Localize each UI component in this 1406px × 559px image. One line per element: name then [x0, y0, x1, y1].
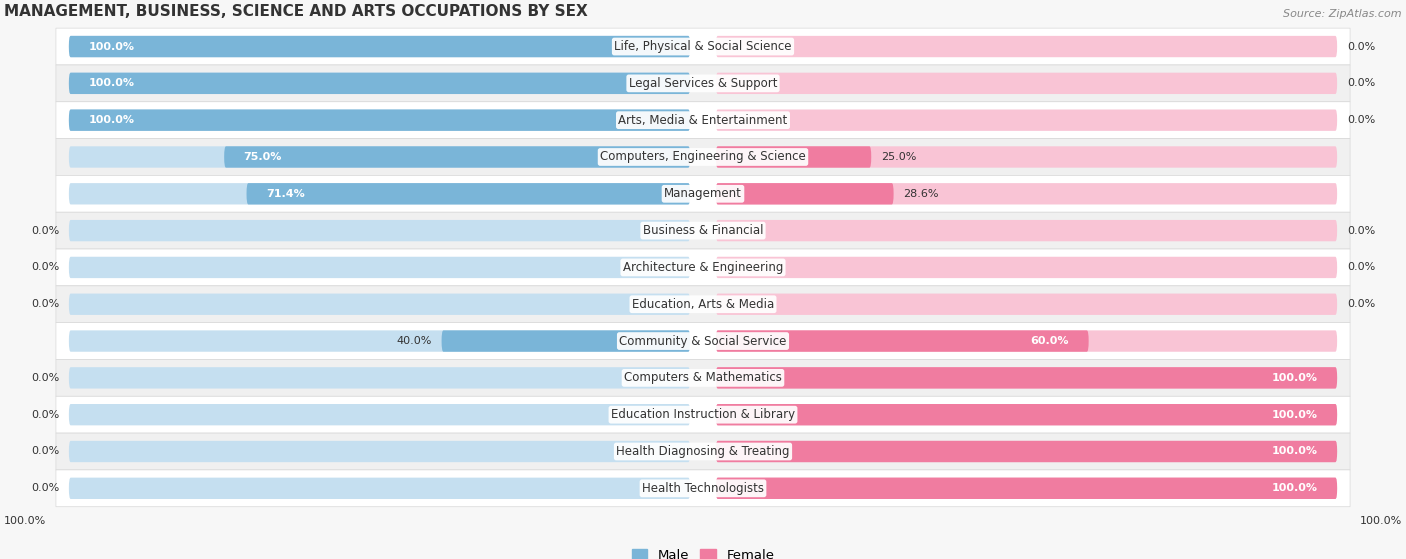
Text: 100.0%: 100.0%: [89, 115, 135, 125]
FancyBboxPatch shape: [716, 477, 1337, 499]
FancyBboxPatch shape: [69, 146, 690, 168]
FancyBboxPatch shape: [716, 36, 1337, 57]
Text: 60.0%: 60.0%: [1031, 336, 1069, 346]
Text: 100.0%: 100.0%: [89, 78, 135, 88]
FancyBboxPatch shape: [69, 36, 690, 57]
FancyBboxPatch shape: [69, 293, 690, 315]
FancyBboxPatch shape: [441, 330, 690, 352]
FancyBboxPatch shape: [56, 433, 1350, 470]
Text: 100.0%: 100.0%: [1271, 373, 1317, 383]
FancyBboxPatch shape: [69, 220, 690, 241]
FancyBboxPatch shape: [69, 441, 690, 462]
Text: 40.0%: 40.0%: [396, 336, 432, 346]
FancyBboxPatch shape: [716, 441, 1337, 462]
Text: 100.0%: 100.0%: [1271, 484, 1317, 493]
Text: Community & Social Service: Community & Social Service: [619, 334, 787, 348]
Text: 75.0%: 75.0%: [243, 152, 283, 162]
Text: Education, Arts & Media: Education, Arts & Media: [631, 298, 775, 311]
FancyBboxPatch shape: [716, 367, 1337, 389]
FancyBboxPatch shape: [56, 470, 1350, 506]
FancyBboxPatch shape: [716, 220, 1337, 241]
FancyBboxPatch shape: [716, 404, 1337, 425]
FancyBboxPatch shape: [69, 257, 690, 278]
FancyBboxPatch shape: [69, 183, 690, 205]
Text: Education Instruction & Library: Education Instruction & Library: [612, 408, 794, 421]
FancyBboxPatch shape: [716, 183, 1337, 205]
Text: Business & Financial: Business & Financial: [643, 224, 763, 237]
FancyBboxPatch shape: [224, 146, 690, 168]
Text: MANAGEMENT, BUSINESS, SCIENCE AND ARTS OCCUPATIONS BY SEX: MANAGEMENT, BUSINESS, SCIENCE AND ARTS O…: [4, 4, 588, 19]
Text: 100.0%: 100.0%: [4, 516, 46, 526]
Text: 0.0%: 0.0%: [1347, 226, 1375, 235]
FancyBboxPatch shape: [716, 404, 1337, 425]
FancyBboxPatch shape: [69, 367, 690, 389]
FancyBboxPatch shape: [716, 441, 1337, 462]
FancyBboxPatch shape: [56, 249, 1350, 286]
FancyBboxPatch shape: [69, 477, 690, 499]
FancyBboxPatch shape: [56, 359, 1350, 396]
FancyBboxPatch shape: [716, 367, 1337, 389]
FancyBboxPatch shape: [56, 323, 1350, 359]
FancyBboxPatch shape: [716, 183, 894, 205]
Text: Life, Physical & Social Science: Life, Physical & Social Science: [614, 40, 792, 53]
FancyBboxPatch shape: [69, 36, 690, 57]
Text: 28.6%: 28.6%: [903, 189, 939, 199]
FancyBboxPatch shape: [56, 286, 1350, 323]
FancyBboxPatch shape: [716, 146, 1337, 168]
FancyBboxPatch shape: [56, 102, 1350, 139]
Text: 0.0%: 0.0%: [1347, 262, 1375, 272]
Text: Legal Services & Support: Legal Services & Support: [628, 77, 778, 90]
FancyBboxPatch shape: [716, 477, 1337, 499]
FancyBboxPatch shape: [56, 139, 1350, 176]
Text: Source: ZipAtlas.com: Source: ZipAtlas.com: [1284, 9, 1402, 19]
Text: 0.0%: 0.0%: [31, 410, 59, 420]
Text: 0.0%: 0.0%: [31, 484, 59, 493]
Text: 0.0%: 0.0%: [1347, 115, 1375, 125]
FancyBboxPatch shape: [716, 293, 1337, 315]
FancyBboxPatch shape: [716, 330, 1337, 352]
FancyBboxPatch shape: [56, 176, 1350, 212]
Text: 0.0%: 0.0%: [31, 299, 59, 309]
FancyBboxPatch shape: [246, 183, 690, 205]
Text: 100.0%: 100.0%: [1360, 516, 1402, 526]
Text: 0.0%: 0.0%: [31, 226, 59, 235]
Text: Arts, Media & Entertainment: Arts, Media & Entertainment: [619, 113, 787, 127]
FancyBboxPatch shape: [69, 330, 690, 352]
Text: 100.0%: 100.0%: [1271, 447, 1317, 457]
Text: 0.0%: 0.0%: [31, 373, 59, 383]
FancyBboxPatch shape: [716, 110, 1337, 131]
Text: 0.0%: 0.0%: [31, 262, 59, 272]
FancyBboxPatch shape: [69, 404, 690, 425]
FancyBboxPatch shape: [69, 110, 690, 131]
Text: 0.0%: 0.0%: [1347, 299, 1375, 309]
Text: 100.0%: 100.0%: [89, 41, 135, 51]
Text: Health Technologists: Health Technologists: [643, 482, 763, 495]
Text: 100.0%: 100.0%: [1271, 410, 1317, 420]
FancyBboxPatch shape: [69, 73, 690, 94]
Text: Architecture & Engineering: Architecture & Engineering: [623, 261, 783, 274]
FancyBboxPatch shape: [56, 212, 1350, 249]
Text: 0.0%: 0.0%: [1347, 78, 1375, 88]
FancyBboxPatch shape: [716, 330, 1088, 352]
Text: Health Diagnosing & Treating: Health Diagnosing & Treating: [616, 445, 790, 458]
FancyBboxPatch shape: [716, 257, 1337, 278]
FancyBboxPatch shape: [56, 65, 1350, 102]
FancyBboxPatch shape: [69, 110, 690, 131]
FancyBboxPatch shape: [69, 73, 690, 94]
Text: 25.0%: 25.0%: [882, 152, 917, 162]
Text: Computers & Mathematics: Computers & Mathematics: [624, 371, 782, 385]
Text: Computers, Engineering & Science: Computers, Engineering & Science: [600, 150, 806, 163]
Legend: Male, Female: Male, Female: [631, 549, 775, 559]
FancyBboxPatch shape: [716, 73, 1337, 94]
FancyBboxPatch shape: [56, 396, 1350, 433]
Text: Management: Management: [664, 187, 742, 200]
Text: 71.4%: 71.4%: [266, 189, 305, 199]
FancyBboxPatch shape: [56, 28, 1350, 65]
Text: 0.0%: 0.0%: [31, 447, 59, 457]
Text: 0.0%: 0.0%: [1347, 41, 1375, 51]
FancyBboxPatch shape: [716, 146, 872, 168]
